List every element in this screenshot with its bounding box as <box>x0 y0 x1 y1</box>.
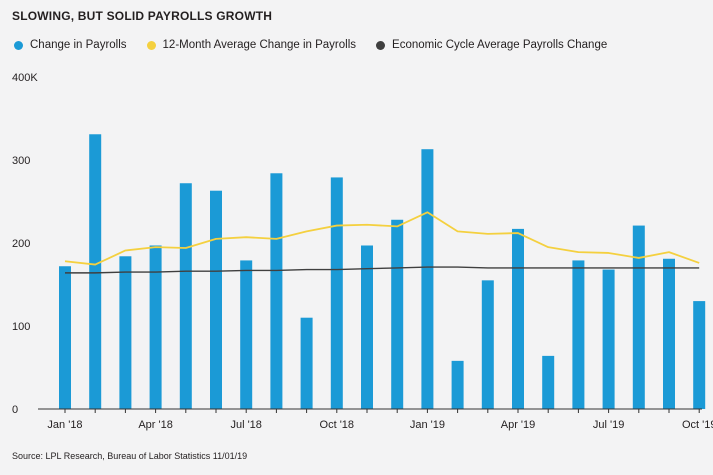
x-tick-label: Jul '19 <box>593 419 624 431</box>
chart-title: SLOWING, BUT SOLID PAYROLLS GROWTH <box>12 9 273 23</box>
legend-swatch-twelve-month <box>146 40 156 50</box>
x-tick-label: Apr '19 <box>501 419 536 431</box>
bar-payrolls <box>59 266 71 409</box>
bar-payrolls <box>149 245 162 409</box>
bar-payrolls <box>391 219 404 409</box>
legend-label-payrolls: Change in Payrolls <box>30 39 127 51</box>
legend-swatch-payrolls <box>14 40 23 50</box>
line-twelve-month-average <box>64 211 700 266</box>
bar-payrolls <box>663 258 675 409</box>
bar-payrolls <box>179 183 192 409</box>
bar-payrolls <box>512 228 524 409</box>
y-tick-label: 400K <box>12 72 38 84</box>
bar-payrolls <box>270 173 283 409</box>
bar-payrolls <box>361 245 373 409</box>
legend-swatch-cycle <box>376 40 386 50</box>
bar-payrolls <box>693 301 706 409</box>
x-tick-label: Oct '19 <box>682 419 713 431</box>
legend-label-twelve-month: 12-Month Average Change in Payrolls <box>162 39 357 51</box>
x-tick-label: Jan '18 <box>47 419 82 431</box>
x-tick-label: Oct '18 <box>320 419 355 431</box>
bar-payrolls <box>542 355 555 409</box>
source-note: Source: LPL Research, Bureau of Labor St… <box>12 451 248 461</box>
legend-label-cycle: Economic Cycle Average Payrolls Change <box>392 39 608 51</box>
bar-payrolls <box>572 260 585 409</box>
bar-payrolls <box>421 149 434 409</box>
legend-item-cycle: Economic Cycle Average Payrolls Change <box>376 39 607 51</box>
x-tick-label: Jan '19 <box>410 419 445 431</box>
x-tick-label: Apr '18 <box>138 419 173 431</box>
bar-payrolls <box>240 260 253 409</box>
y-tick-label: 0 <box>12 404 18 416</box>
bar-payrolls <box>300 317 313 409</box>
line-cycle-average <box>65 266 700 274</box>
bar-payrolls <box>481 280 494 409</box>
bar-payrolls <box>632 225 645 409</box>
y-tick-label: 100 <box>12 321 30 333</box>
bar-payrolls <box>330 177 343 409</box>
bar-payrolls <box>119 256 132 409</box>
y-tick-label: 200 <box>12 238 30 250</box>
chart-legend: Change in Payrolls 12-Month Average Chan… <box>14 39 627 51</box>
x-tick-label: Jul '18 <box>230 419 261 431</box>
bar-payrolls <box>602 269 615 409</box>
bar-payrolls <box>451 360 464 409</box>
legend-item-payrolls: Change in Payrolls <box>14 39 127 51</box>
y-tick-label: 300 <box>12 155 30 167</box>
bar-payrolls <box>89 134 102 409</box>
legend-item-twelve-month: 12-Month Average Change in Payrolls <box>146 39 357 51</box>
bar-payrolls <box>210 190 222 409</box>
